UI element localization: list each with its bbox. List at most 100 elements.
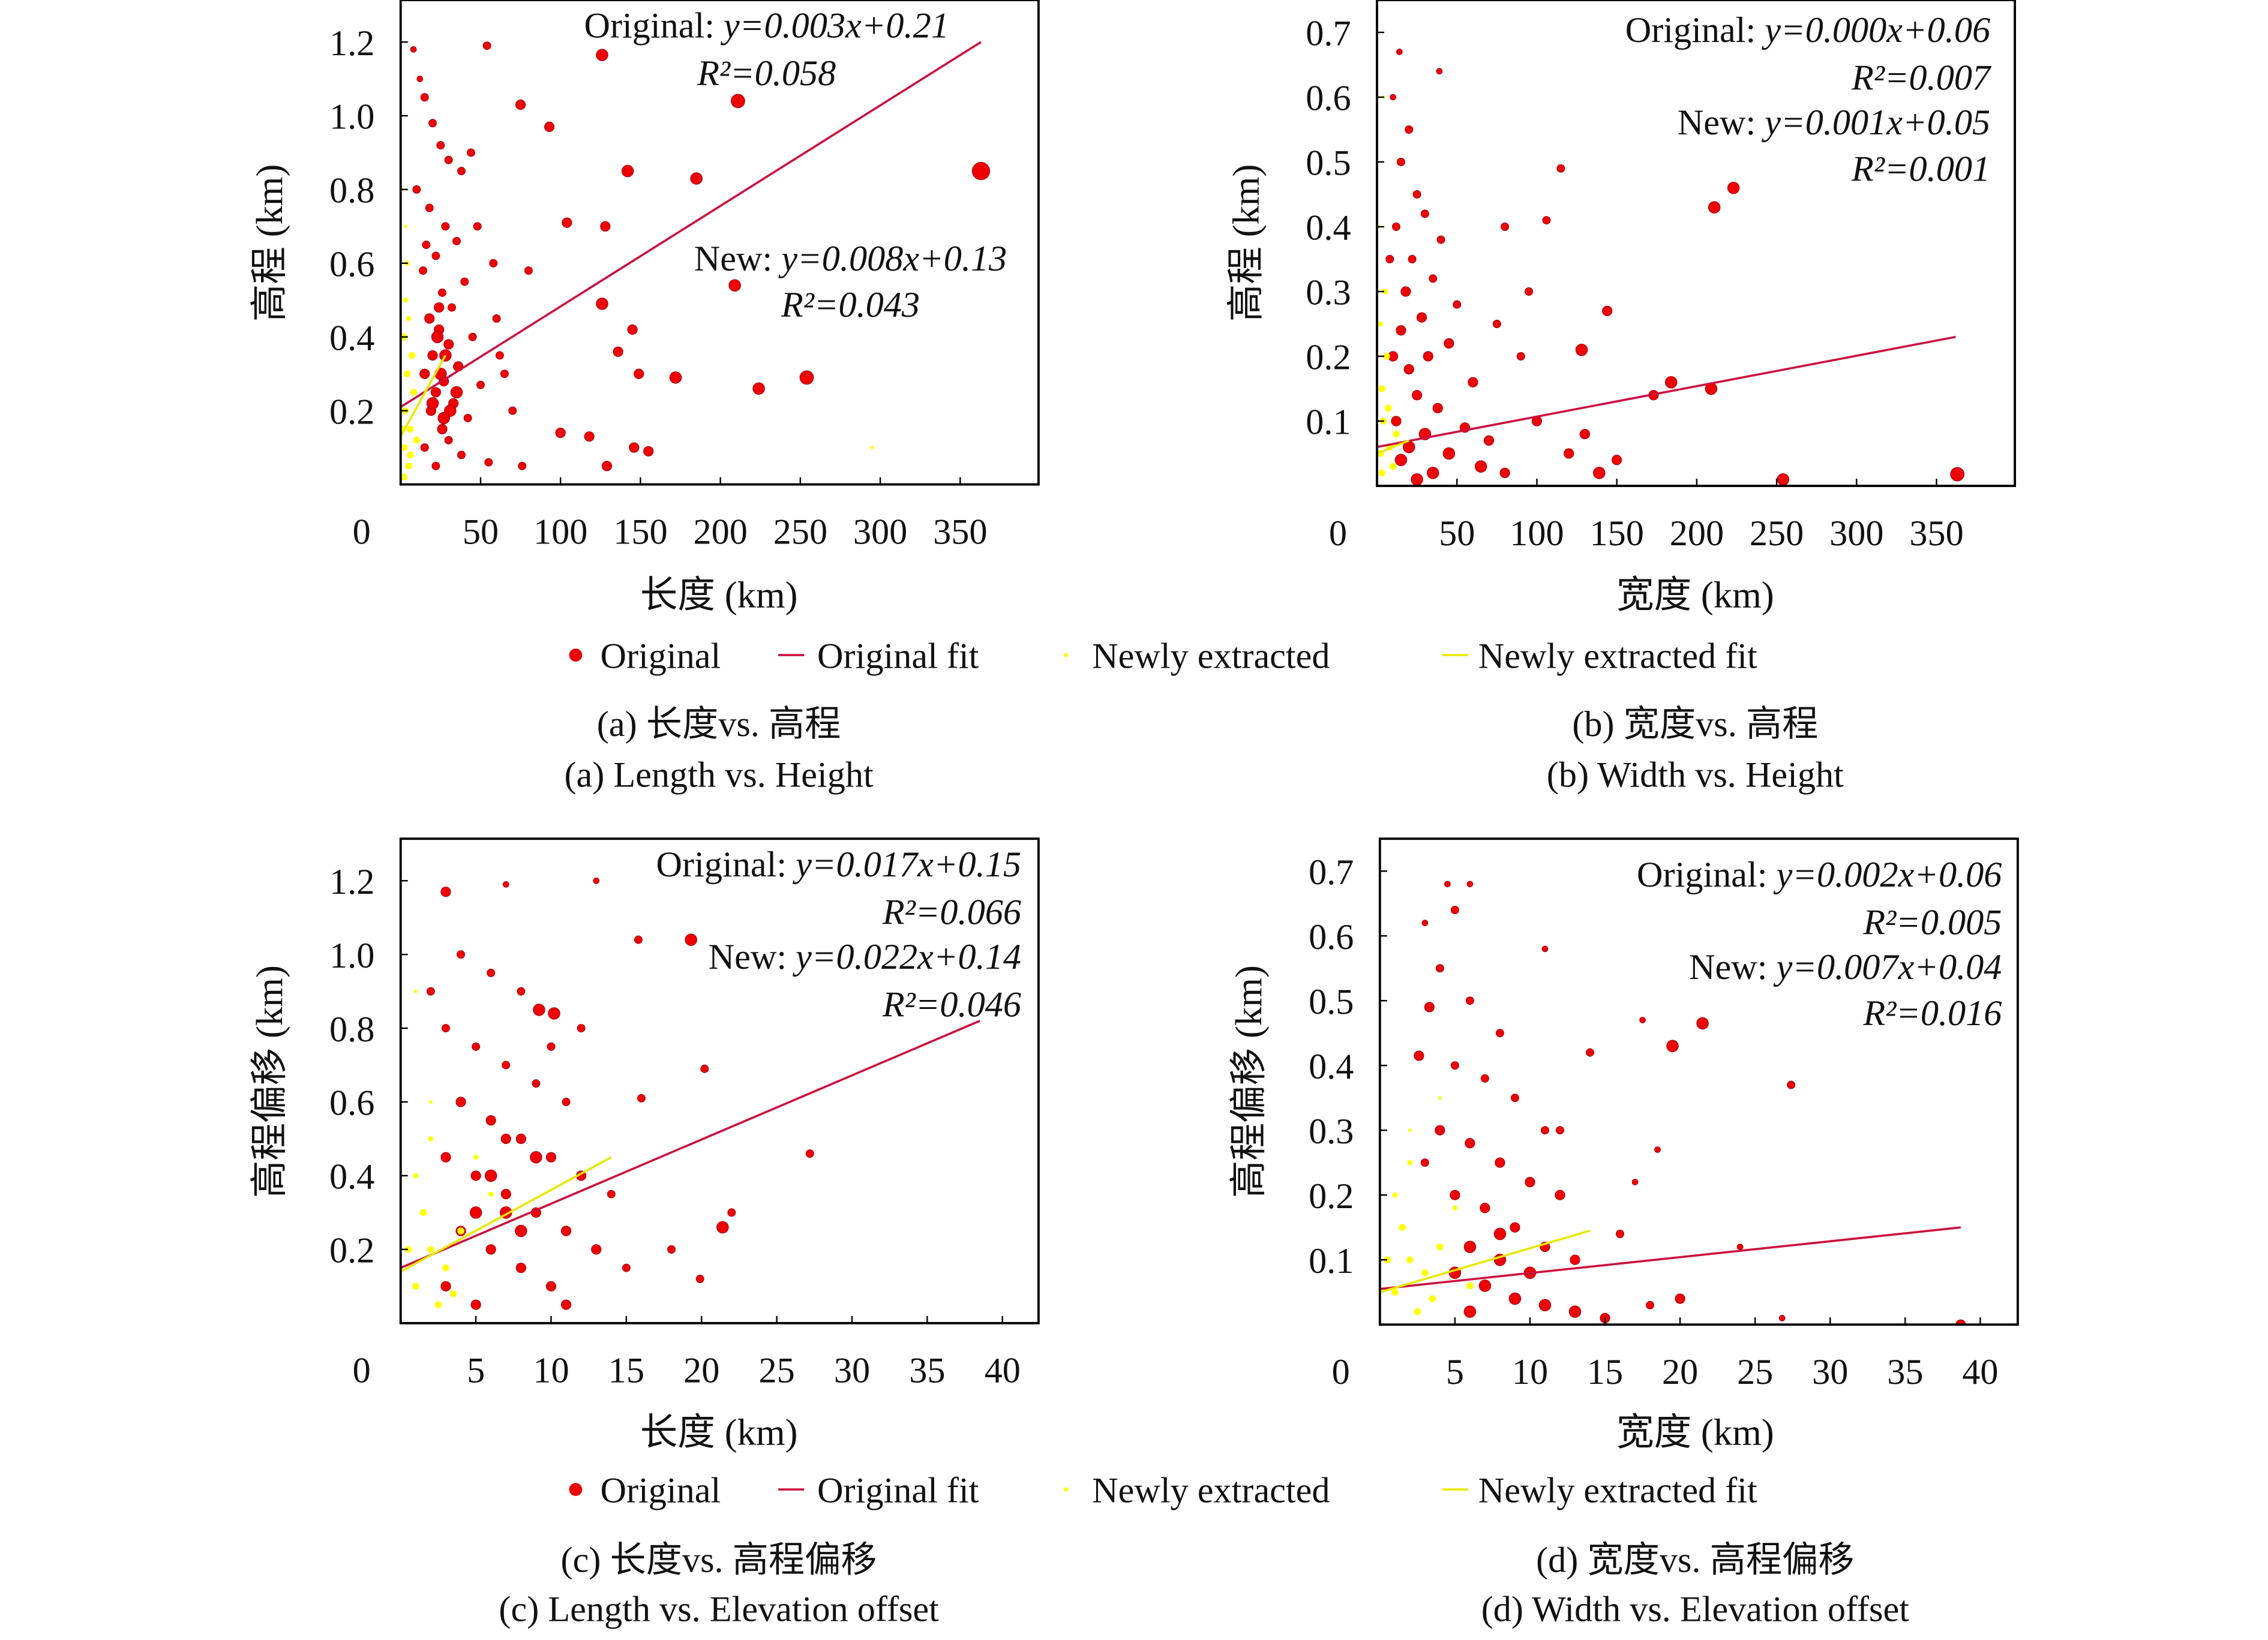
original-point xyxy=(700,1064,709,1073)
new-point xyxy=(406,425,414,433)
original-point xyxy=(441,1024,450,1033)
original-point xyxy=(1612,455,1622,465)
original-point xyxy=(1465,1138,1475,1149)
original-point xyxy=(463,413,472,422)
original-point xyxy=(515,1262,526,1273)
new-point xyxy=(427,1246,434,1253)
legend-top: Original Original fit Newly extracted Ne… xyxy=(569,636,1757,677)
original-point xyxy=(1405,125,1414,134)
original-point xyxy=(440,1152,451,1163)
legend-new-fit-label: Newly extracted fit xyxy=(1478,1471,1757,1511)
annotation-original-eq: Original: y=0.017x+0.15 xyxy=(656,845,1021,885)
original-point xyxy=(562,1098,571,1107)
new-point xyxy=(406,451,414,459)
new-point xyxy=(1377,321,1383,327)
annotation-original-eq: Original: y=0.003x+0.21 xyxy=(584,6,949,46)
new-point xyxy=(400,444,407,451)
plot-d: 0 5 10 15 20 25 30 35 40 0.1 0.2 0.3 0.4 0.5 0.6 0.7 xyxy=(1309,837,2019,1392)
plot-b: 0 50 100 150 200 250 300 350 0.1 0.2 0.3 0.4 0.5 0.6 0… xyxy=(1306,0,2017,554)
annotation-original-eq: Original: y=0.000x+0.06 xyxy=(1625,10,1990,50)
y-tick-label: 0.2 xyxy=(1309,1176,1354,1217)
new-point xyxy=(412,1282,419,1290)
original-point xyxy=(524,266,533,275)
original-point xyxy=(1429,274,1438,283)
original-point xyxy=(1411,390,1423,401)
x-tick-label: 200 xyxy=(693,512,747,552)
original-point xyxy=(444,435,453,444)
original-point xyxy=(1777,473,1790,486)
original-point xyxy=(467,148,475,157)
new-point xyxy=(413,437,421,444)
original-point xyxy=(971,162,991,181)
x-tick-label: 50 xyxy=(463,512,499,552)
annotation-original-r2: R²=0.007 xyxy=(1851,58,1992,98)
original-point xyxy=(1616,1230,1625,1238)
y-tick-label: 0.5 xyxy=(1309,982,1354,1022)
new-point xyxy=(434,1301,442,1308)
y-tick-label: 0.1 xyxy=(1309,1241,1354,1281)
new-point xyxy=(473,1154,479,1160)
original-point xyxy=(426,397,439,410)
original-point xyxy=(1696,1017,1709,1030)
original-point xyxy=(1602,305,1613,317)
x-tick-label: 0 xyxy=(1332,1352,1350,1392)
original-point xyxy=(634,935,643,944)
x-tick-label: 20 xyxy=(1662,1352,1698,1392)
original-point xyxy=(1442,447,1456,460)
original-point xyxy=(1394,453,1408,467)
original-point xyxy=(1646,1300,1655,1309)
original-point xyxy=(470,1299,481,1310)
original-point xyxy=(1421,920,1429,926)
original-point xyxy=(1474,460,1487,473)
original-point xyxy=(485,1244,496,1255)
original-point xyxy=(468,332,477,341)
original-point xyxy=(1391,416,1402,426)
new-point xyxy=(1407,1160,1413,1166)
original-point xyxy=(426,987,435,996)
original-point xyxy=(1436,235,1445,244)
original-point xyxy=(431,331,444,343)
y-tick-label: 1.0 xyxy=(329,97,374,137)
original-point xyxy=(431,251,440,260)
new-point xyxy=(408,352,416,359)
x-tick-label: 150 xyxy=(613,512,667,552)
original-point xyxy=(1424,1002,1435,1013)
caption-cn: (d) 宽度vs. 高程偏移 xyxy=(1536,1540,1855,1580)
original-point xyxy=(420,443,429,452)
caption-cn: (a) 长度vs. 高程 xyxy=(597,704,841,744)
caption-en: (b) Width vs. Height xyxy=(1547,755,1844,795)
original-point xyxy=(596,49,608,61)
legend-new-marker xyxy=(1064,1487,1069,1492)
original-point xyxy=(1665,376,1678,389)
original-point xyxy=(431,461,440,470)
original-point xyxy=(1778,1315,1786,1321)
original-point xyxy=(1390,94,1396,101)
original-point xyxy=(1631,1179,1639,1185)
y-tick-label: 1.2 xyxy=(329,862,374,902)
y-tick-label: 0.4 xyxy=(329,318,374,358)
original-point xyxy=(601,461,613,471)
x-tick-label: 20 xyxy=(683,1351,719,1391)
new-point xyxy=(405,462,412,470)
original-point xyxy=(1463,1240,1477,1253)
original-point xyxy=(470,1170,481,1181)
new-point xyxy=(457,1227,464,1234)
y-tick-label: 0.4 xyxy=(329,1157,374,1197)
plot-frame xyxy=(1378,837,2019,1326)
plot-area xyxy=(400,41,991,481)
new-point xyxy=(1438,1096,1442,1100)
original-point xyxy=(1453,300,1462,309)
original-point xyxy=(460,277,469,286)
plot-frame xyxy=(399,837,1040,1324)
new-point xyxy=(1391,1288,1399,1296)
annotation-new-r2: R²=0.043 xyxy=(781,285,920,325)
x-tick-label: 0 xyxy=(353,512,371,552)
new-point xyxy=(406,316,412,322)
original-point xyxy=(1575,343,1588,356)
original-point xyxy=(637,1094,646,1103)
original-point xyxy=(728,279,741,292)
original-point xyxy=(457,167,466,176)
original-fit-line xyxy=(1376,335,1956,448)
original-point xyxy=(416,76,424,82)
original-point xyxy=(1420,1158,1429,1167)
